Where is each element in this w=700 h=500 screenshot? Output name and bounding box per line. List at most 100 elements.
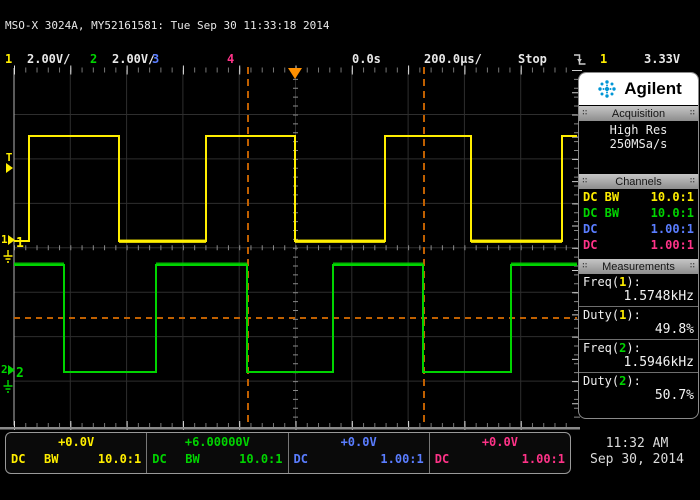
- sample-rate: 250MSa/s: [609, 137, 668, 151]
- trigger-source: 1: [600, 52, 608, 66]
- measurement-channel: 1: [619, 308, 627, 322]
- svg-text:1: 1: [16, 236, 24, 251]
- acquisition-header-label: Acquisition: [611, 107, 666, 120]
- ch1-ground-marker[interactable]: 1: [1, 234, 15, 245]
- ch1-coupling-label: DC: [11, 452, 26, 466]
- ch2-marker-arrow-icon: [7, 364, 15, 375]
- svg-text:2: 2: [16, 366, 24, 381]
- clock-time: 11:32 AM: [605, 436, 669, 451]
- grip-dots-icon: ∷: [582, 261, 588, 271]
- ch1-info-box[interactable]: +0.0V DC BW 10.0:1: [6, 433, 146, 473]
- ch4-probe-label: 1.00:1: [521, 452, 565, 466]
- ch2-offset: +6.00000V: [184, 435, 250, 449]
- measurement-suffix: ):: [626, 308, 641, 322]
- ch1-status-number[interactable]: 1: [5, 52, 13, 66]
- measurement-name: Freq(: [583, 341, 620, 355]
- agilent-spark-icon: [598, 80, 616, 98]
- measurement-value: 1.5946kHz: [623, 355, 694, 370]
- ch2-ground-symbol-icon: [3, 380, 13, 393]
- ch3-offset: +0.0V: [340, 435, 377, 449]
- trigger-marker-arrow-icon: [5, 163, 13, 173]
- ch2-status-number[interactable]: 2: [90, 52, 98, 66]
- measurement-channel: 2: [619, 374, 627, 388]
- channel-info-bar: +0.0V DC BW 10.0:1 +6.00000V DC BW 10.0:…: [5, 432, 571, 474]
- ch1-coupling-row: DC BW 10.0:1: [579, 189, 698, 205]
- ch1-scale: 2.00V/: [27, 52, 71, 66]
- timebase-readout: 200.0µs/: [424, 52, 482, 66]
- ch3-coupling-row: DC 1.00:1: [579, 221, 698, 237]
- channels-header-label: Channels: [615, 175, 662, 188]
- ch4-coupling-label: DC: [434, 452, 450, 466]
- trigger-marker-label: T: [5, 151, 13, 164]
- measurement-duty1: Duty(1): 49.8%: [579, 307, 698, 340]
- ch3-status-number[interactable]: 3: [152, 52, 160, 66]
- acquisition-mode: High Res: [609, 123, 668, 137]
- ch4-status-number[interactable]: 4: [227, 52, 235, 66]
- channels-header[interactable]: ∷ Channels ∷: [579, 174, 698, 189]
- ch1-marker-arrow-icon: [7, 234, 15, 245]
- ch1-offset: +0.0V: [58, 435, 95, 449]
- ch2-info-box[interactable]: +6.00000V DC BW 10.0:1: [146, 433, 287, 473]
- ch3-coupling-label: DC: [293, 452, 308, 466]
- measurements-header-label: Measurements: [602, 260, 675, 273]
- ch4-info-box[interactable]: +0.0V DC 1.00:1: [428, 433, 570, 473]
- ch2-coupling-label: DC: [152, 452, 167, 466]
- ch3-probe-label: 1.00:1: [380, 452, 424, 466]
- grip-dots-icon: ∷: [689, 176, 695, 186]
- ch4-probe-ratio: 1.00:1: [650, 238, 694, 252]
- ch4-offset: +0.0V: [481, 435, 518, 449]
- ch2-ground-marker[interactable]: 2: [1, 364, 15, 375]
- ch3-probe-ratio: 1.00:1: [650, 222, 694, 236]
- measurement-channel: 2: [619, 341, 627, 355]
- ch1-probe-ratio: 10.0:1: [650, 190, 694, 204]
- measurement-value: 49.8%: [654, 322, 694, 337]
- ch3-coupling: DC: [583, 222, 598, 236]
- ch2-coupling: DC BW: [583, 206, 620, 220]
- grip-dots-icon: ∷: [582, 176, 588, 186]
- trigger-level-marker[interactable]: T: [3, 152, 15, 173]
- ch4-coupling: DC: [583, 238, 598, 252]
- measurement-suffix: ):: [626, 275, 641, 289]
- brand-logo: Agilent: [579, 73, 698, 105]
- measurement-freq1: Freq(1): 1.5748kHz: [579, 274, 698, 307]
- measurement-duty2: Duty(2): 50.7%: [579, 373, 698, 405]
- ch2-probe-ratio: 10.0:1: [650, 206, 694, 220]
- measurement-value: 1.5748kHz: [623, 289, 694, 304]
- measurement-suffix: ):: [626, 341, 641, 355]
- ch2-marker-label: 2: [1, 363, 8, 376]
- measurement-suffix: ):: [626, 374, 641, 388]
- trigger-edge-icon: [574, 54, 586, 65]
- ch4-coupling-row: DC 1.00:1: [579, 237, 698, 253]
- info-sidebar: Agilent ∷ Acquisition ∷ High Res 250MSa/…: [578, 72, 699, 419]
- model-serial-datetime: MSO-X 3024A, MY52161581: Tue Sep 30 11:3…: [5, 19, 330, 32]
- run-state: Stop: [518, 52, 547, 66]
- trigger-level: 3.33V: [644, 52, 681, 66]
- ch1-probe-label: 10.0:1: [97, 452, 142, 466]
- delay-readout: 0.0s: [352, 52, 381, 66]
- ch2-bw-label: BW: [185, 452, 200, 466]
- measurements-header[interactable]: ∷ Measurements ∷: [579, 259, 698, 274]
- clock: 11:32 AM Sep 30, 2014: [578, 436, 696, 468]
- ch2-scale: 2.00V/: [112, 52, 156, 66]
- measurement-freq2: Freq(2): 1.5946kHz: [579, 340, 698, 373]
- measurement-name: Duty(: [583, 308, 620, 322]
- ch1-bw-label: BW: [44, 452, 59, 466]
- clock-date: Sep 30, 2014: [590, 452, 684, 467]
- acquisition-header[interactable]: ∷ Acquisition ∷: [579, 106, 698, 121]
- ch3-info-box[interactable]: +0.0V DC 1.00:1: [287, 433, 429, 473]
- measurement-name: Duty(: [583, 374, 620, 388]
- measurement-name: Freq(: [583, 275, 620, 289]
- ch1-ground-symbol-icon: [3, 250, 13, 263]
- brand-name: Agilent: [624, 79, 682, 98]
- ch2-coupling-row: DC BW 10.0:1: [579, 205, 698, 221]
- ch2-probe-label: 10.0:1: [239, 452, 283, 466]
- ch1-coupling: DC BW: [583, 190, 620, 204]
- measurement-channel: 1: [619, 275, 627, 289]
- measurement-value: 50.7%: [654, 388, 694, 403]
- grip-dots-icon: ∷: [582, 108, 588, 118]
- grip-dots-icon: ∷: [689, 261, 695, 271]
- grip-dots-icon: ∷: [689, 108, 695, 118]
- ch1-marker-label: 1: [1, 233, 8, 246]
